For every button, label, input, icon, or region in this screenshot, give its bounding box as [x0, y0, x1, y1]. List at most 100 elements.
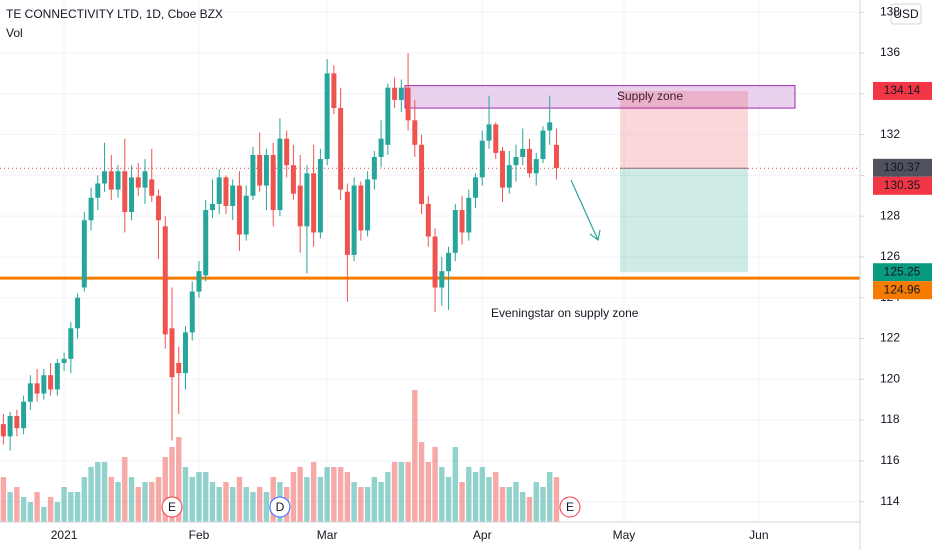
volume-bar: [304, 477, 310, 522]
volume-bar: [520, 492, 526, 522]
volume-bar: [209, 482, 216, 522]
candle-body: [41, 375, 47, 394]
volume-bar: [358, 487, 364, 522]
arrow: [570, 179, 601, 242]
candle-body: [311, 173, 317, 233]
volume-bar: [41, 507, 47, 522]
volume-bar: [243, 487, 249, 522]
candle-body: [216, 177, 222, 204]
y-tick-label: 138: [880, 4, 900, 18]
candle-body: [88, 197, 94, 221]
candle-body: [135, 177, 141, 188]
candle-body: [182, 332, 188, 374]
candle-body: [270, 154, 276, 211]
currency-box[interactable]: [890, 3, 922, 25]
volume-bar: [547, 472, 553, 522]
y-tick-label: 120: [880, 371, 900, 385]
candle-body: [506, 165, 512, 188]
candle-body: [371, 157, 377, 180]
volume-bar: [513, 482, 519, 522]
volume-bar: [290, 472, 297, 522]
price-label-box: [873, 263, 932, 282]
volume-bar: [412, 390, 418, 522]
volume-bar: [540, 487, 546, 522]
supply-zone: [404, 85, 796, 109]
volume-bar: [405, 462, 411, 522]
candle-body: [257, 154, 263, 186]
y-tick-label: 132: [880, 127, 900, 141]
volume-bar: [162, 457, 168, 522]
volume-bar: [189, 477, 195, 522]
candle-body: [351, 185, 357, 255]
candle-body: [236, 185, 242, 235]
volume-bar: [256, 487, 263, 522]
event-label[interactable]: E: [566, 500, 574, 514]
price-label-box: [873, 176, 932, 195]
volume-bar: [466, 467, 472, 522]
candle-body: [385, 87, 391, 145]
candle-body: [398, 87, 404, 100]
volume-bar: [263, 492, 270, 522]
volume-bar: [371, 477, 378, 522]
volume-bar: [425, 462, 432, 522]
y-tick-label: 136: [880, 45, 900, 59]
candle-body: [61, 358, 67, 363]
x-tick-label: 2021: [51, 528, 78, 542]
volume-bar: [398, 462, 405, 522]
volume-bar: [418, 442, 425, 522]
candle-body: [338, 108, 344, 190]
candle-body: [412, 120, 418, 145]
candle-body: [547, 122, 553, 131]
volume-bar: [20, 497, 27, 522]
y-tick-label: 126: [880, 249, 900, 263]
candle-body: [432, 236, 438, 288]
volume-bar: [34, 492, 40, 522]
candle-body: [162, 226, 168, 335]
candle-body: [102, 171, 108, 184]
stop-area: [620, 90, 748, 169]
supply-zone-label: Supply zone: [617, 89, 683, 103]
volume-bar: [122, 457, 128, 522]
candle-body: [466, 197, 472, 233]
y-tick-label: 116: [880, 453, 899, 467]
candle-body: [500, 150, 506, 188]
candle-body: [7, 415, 13, 437]
candle-body: [277, 138, 283, 211]
volume-bar: [155, 477, 162, 522]
volume-bar: [230, 487, 236, 522]
candle-body: [526, 148, 532, 174]
volume-bar: [0, 477, 7, 522]
price-label-box: [873, 81, 932, 100]
volume-bar: [310, 462, 317, 522]
volume-bar: [459, 482, 465, 522]
volume-bar: [169, 447, 175, 522]
volume-bar: [499, 487, 506, 522]
candle-body: [304, 173, 310, 227]
volume-bar: [250, 492, 256, 522]
candle-body: [486, 124, 492, 141]
candle-body: [176, 362, 182, 374]
y-tick-label: 114: [880, 494, 899, 508]
currency[interactable]: USD: [893, 7, 919, 21]
volume-bar: [196, 472, 202, 522]
event-marker[interactable]: [161, 496, 183, 518]
event-label[interactable]: D: [276, 500, 285, 514]
candle-body: [533, 159, 539, 174]
volume-bar: [486, 477, 492, 522]
volume-bar: [14, 487, 20, 522]
volume-bar: [324, 467, 330, 522]
candle-body: [317, 159, 323, 233]
candle-body: [223, 177, 229, 206]
volume-bar: [344, 472, 351, 522]
candle-body: [230, 185, 236, 206]
candle-body: [520, 148, 526, 158]
event-label[interactable]: E: [168, 500, 176, 514]
event-marker[interactable]: [559, 496, 581, 518]
price-label: 124.96: [884, 282, 921, 296]
candle-body: [169, 328, 175, 378]
candle-body: [493, 124, 499, 153]
event-marker[interactable]: [269, 496, 291, 518]
volume-bar: [432, 447, 438, 522]
candle-body: [290, 165, 296, 194]
